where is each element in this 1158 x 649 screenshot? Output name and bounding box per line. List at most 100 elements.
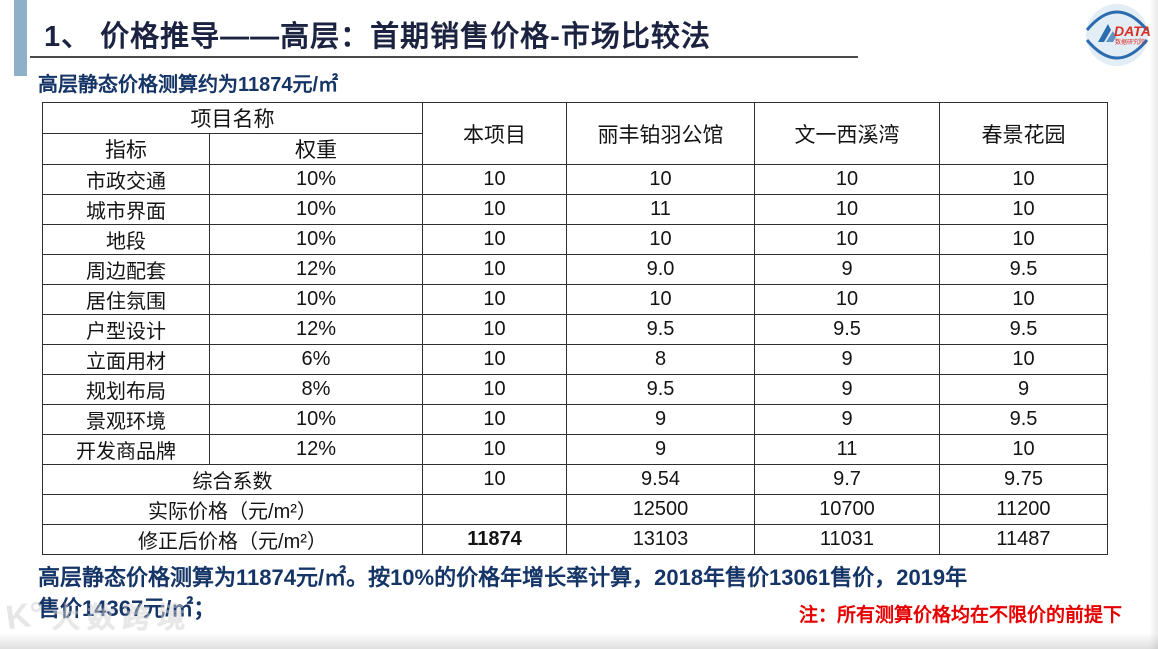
score-cell: 9.5 bbox=[754, 314, 940, 345]
score-cell: 10 bbox=[566, 284, 755, 315]
header-row-2: 指标 权重 bbox=[42, 133, 1108, 165]
indicator-cell: 市政交通 bbox=[42, 164, 210, 195]
score-cell: 10 bbox=[939, 434, 1108, 465]
indicator-row: 规划布局 8% 10 9.5 9 9 bbox=[42, 374, 1108, 405]
header-col-comp1: 丽丰铂羽公馆 bbox=[566, 102, 755, 165]
summary-label-cell: 修正后价格（元/m²） bbox=[42, 524, 423, 555]
weight-cell: 10% bbox=[209, 224, 423, 255]
footer-line-1: 高层静态价格测算为11874元/㎡。按10%的价格年增长率计算，2018年售价1… bbox=[38, 565, 968, 590]
score-cell: 10 bbox=[754, 194, 940, 225]
svg-text:DATA: DATA bbox=[1114, 23, 1150, 39]
summary-value-cell: 11200 bbox=[939, 494, 1108, 525]
score-cell: 10 bbox=[422, 194, 567, 225]
score-cell: 10 bbox=[754, 164, 940, 195]
score-cell: 10 bbox=[422, 164, 567, 195]
footer-line-2: 售价14367元/㎡； bbox=[38, 596, 216, 621]
score-cell: 10 bbox=[422, 434, 567, 465]
indicator-cell: 开发商品牌 bbox=[42, 434, 210, 465]
weight-cell: 10% bbox=[209, 194, 423, 225]
summary-value-cell: 12500 bbox=[566, 494, 755, 525]
table-header: 项目名称 本项目 丽丰铂羽公馆 文一西溪湾 春景花园 指标 权重 bbox=[42, 102, 1108, 165]
score-cell: 9 bbox=[754, 374, 940, 405]
weight-cell: 12% bbox=[209, 434, 423, 465]
score-cell: 10 bbox=[754, 284, 940, 315]
summary-label-cell: 综合系数 bbox=[42, 464, 423, 495]
company-logo: DATA 数据研究院 bbox=[1084, 2, 1151, 68]
header-col-this-project: 本项目 bbox=[422, 102, 567, 165]
summary-value-cell: 11874 bbox=[422, 524, 567, 555]
weight-cell: 12% bbox=[209, 254, 423, 285]
indicator-row: 景观环境 10% 10 9 9 9.5 bbox=[42, 404, 1108, 435]
score-cell: 10 bbox=[422, 284, 567, 315]
score-cell: 10 bbox=[939, 224, 1108, 255]
summary-row: 综合系数 10 9.54 9.7 9.75 bbox=[42, 464, 1108, 495]
score-cell: 10 bbox=[566, 224, 755, 255]
score-cell: 10 bbox=[939, 284, 1108, 315]
subtitle-price-estimate: 高层静态价格测算约为11874元/㎡ bbox=[38, 74, 339, 96]
indicator-row: 城市界面 10% 10 11 10 10 bbox=[42, 194, 1108, 225]
weight-cell: 12% bbox=[209, 314, 423, 345]
indicator-row: 开发商品牌 12% 10 9 11 10 bbox=[42, 434, 1108, 465]
weight-cell: 10% bbox=[209, 404, 423, 435]
indicator-cell: 居住氛围 bbox=[42, 284, 210, 315]
score-cell: 10 bbox=[422, 254, 567, 285]
summary-value-cell: 9.54 bbox=[566, 464, 755, 495]
score-cell: 10 bbox=[422, 314, 567, 345]
page-title: 1、 价格推导——高层：首期销售价格-市场比较法 bbox=[44, 21, 711, 53]
score-cell: 9 bbox=[754, 254, 940, 285]
indicator-cell: 地段 bbox=[42, 224, 210, 255]
header-weight: 权重 bbox=[209, 133, 423, 165]
edge-shading-bottom bbox=[0, 633, 1158, 649]
weight-cell: 10% bbox=[209, 164, 423, 195]
score-cell: 10 bbox=[422, 374, 567, 405]
indicator-row: 户型设计 12% 10 9.5 9.5 9.5 bbox=[42, 314, 1108, 345]
score-cell: 9.5 bbox=[566, 314, 755, 345]
edge-shading-right bbox=[1149, 0, 1158, 649]
score-cell: 10 bbox=[754, 224, 940, 255]
summary-value-cell: 13103 bbox=[566, 524, 755, 555]
indicator-cell: 城市界面 bbox=[42, 194, 210, 225]
score-cell: 10 bbox=[422, 344, 567, 375]
score-cell: 10 bbox=[422, 404, 567, 435]
summary-value-cell: 11487 bbox=[939, 524, 1108, 555]
price-comparison-table: 项目名称 本项目 丽丰铂羽公馆 文一西溪湾 春景花园 指标 权重 市政交通 10%… bbox=[42, 102, 1108, 555]
header-col-comp2: 文一西溪湾 bbox=[754, 102, 940, 165]
indicator-cell: 规划布局 bbox=[42, 374, 210, 405]
summary-row: 修正后价格（元/m²） 11874 13103 11031 11487 bbox=[42, 524, 1108, 555]
score-cell: 10 bbox=[939, 164, 1108, 195]
summary-value-cell: 11031 bbox=[754, 524, 940, 555]
score-cell: 8 bbox=[566, 344, 755, 375]
weight-cell: 6% bbox=[209, 344, 423, 375]
score-cell: 9 bbox=[754, 404, 940, 435]
header-row-1: 项目名称 本项目 丽丰铂羽公馆 文一西溪湾 春景花园 bbox=[42, 102, 1108, 165]
indicator-row: 市政交通 10% 10 10 10 10 bbox=[42, 164, 1108, 195]
data-logo-icon: DATA 数据研究院 bbox=[1085, 4, 1151, 66]
header-indicator: 指标 bbox=[42, 133, 210, 165]
indicator-cell: 户型设计 bbox=[42, 314, 210, 345]
summary-row: 实际价格（元/m²） 12500 10700 11200 bbox=[42, 494, 1108, 525]
score-cell: 9.5 bbox=[939, 254, 1108, 285]
indicator-cell: 景观环境 bbox=[42, 404, 210, 435]
summary-value-cell: 10700 bbox=[754, 494, 940, 525]
score-cell: 9.5 bbox=[939, 404, 1108, 435]
summary-value-cell: 10 bbox=[422, 464, 567, 495]
weight-cell: 8% bbox=[209, 374, 423, 405]
score-cell: 9 bbox=[754, 344, 940, 375]
summary-value-cell: 9.75 bbox=[939, 464, 1108, 495]
score-cell: 9 bbox=[566, 404, 755, 435]
indicator-cell: 立面用材 bbox=[42, 344, 210, 375]
title-accent-bar bbox=[14, 0, 27, 76]
score-cell: 9.0 bbox=[566, 254, 755, 285]
score-cell: 11 bbox=[754, 434, 940, 465]
score-cell: 9.5 bbox=[939, 314, 1108, 345]
title-underline bbox=[30, 56, 858, 58]
summary-label-cell: 实际价格（元/m²） bbox=[42, 494, 423, 525]
summary-value-cell: 9.7 bbox=[754, 464, 940, 495]
score-cell: 9.5 bbox=[566, 374, 755, 405]
score-cell: 10 bbox=[939, 194, 1108, 225]
footer-summary: 高层静态价格测算为11874元/㎡。按10%的价格年增长率计算，2018年售价1… bbox=[38, 562, 1146, 624]
score-cell: 9 bbox=[939, 374, 1108, 405]
score-cell: 10 bbox=[422, 224, 567, 255]
svg-text:数据研究院: 数据研究院 bbox=[1115, 38, 1145, 46]
